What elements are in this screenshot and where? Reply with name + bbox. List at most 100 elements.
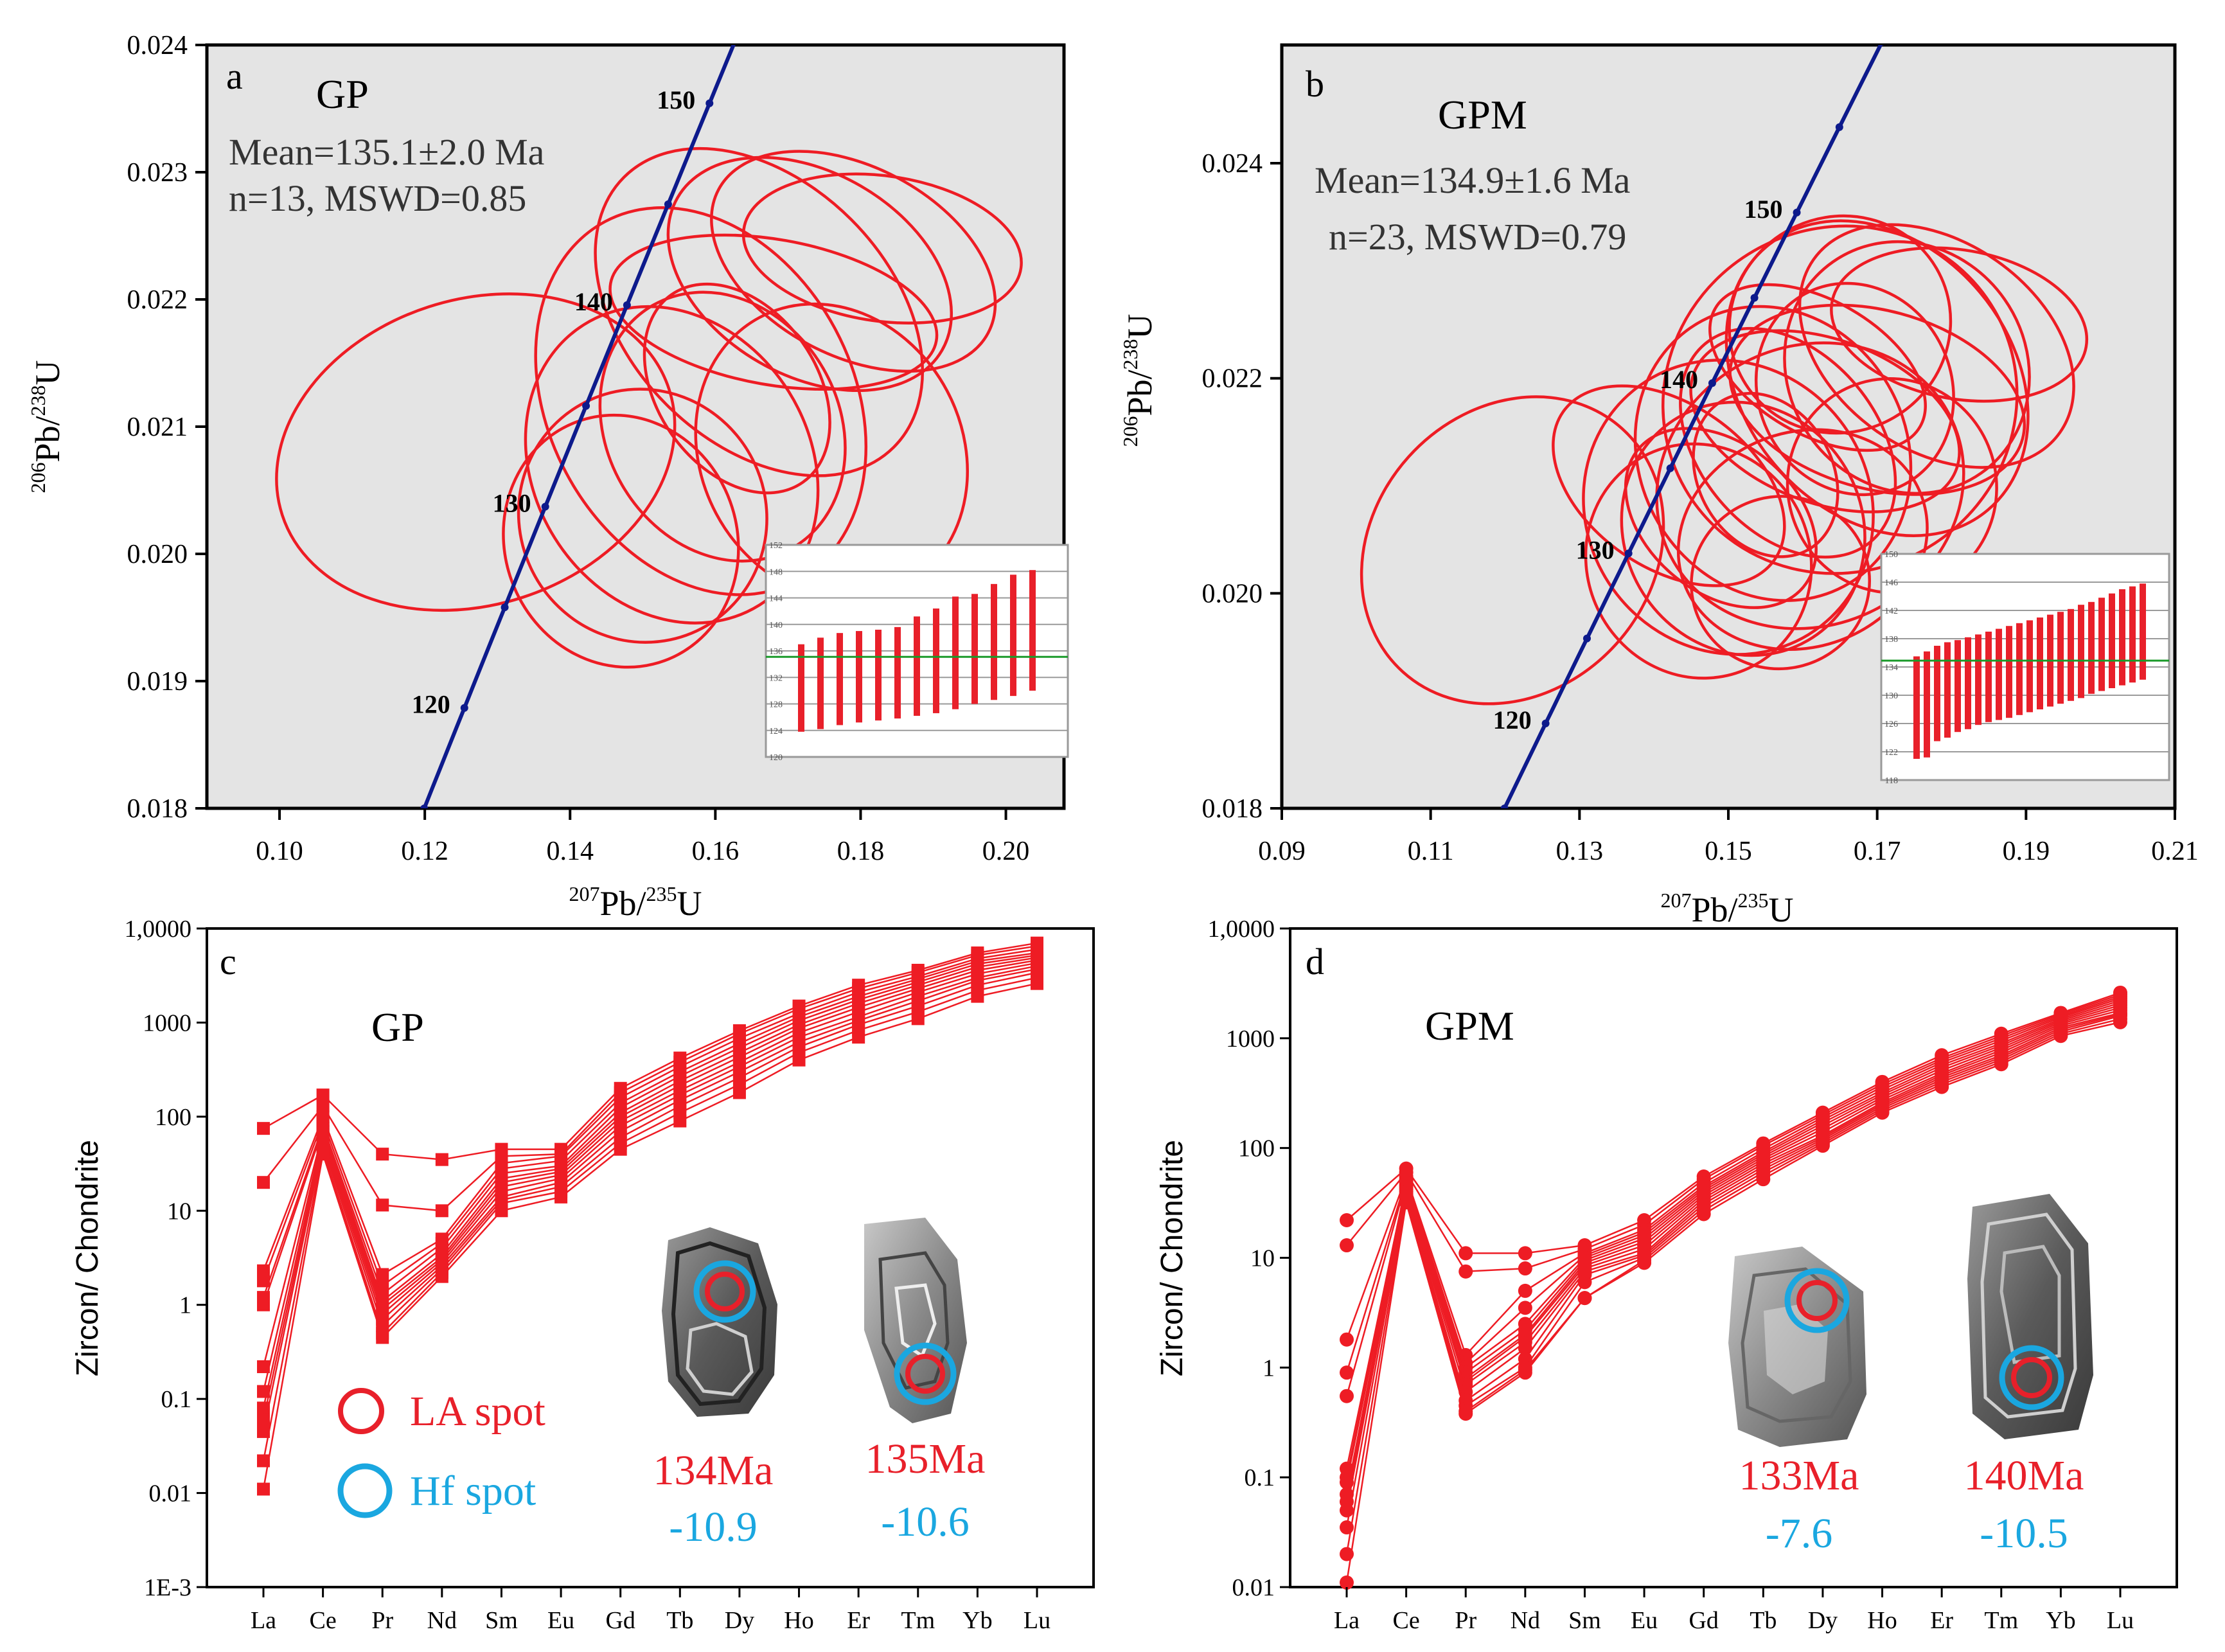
ree-data-point [852, 1031, 865, 1044]
concordia-age-label: 130 [493, 489, 531, 518]
ree-data-point [1518, 1301, 1532, 1315]
ree-pattern-line [262, 972, 1038, 1432]
inset-tick-label: 134 [1884, 663, 1898, 673]
inset-age-bar [1924, 651, 1930, 758]
inset-age-bar [2068, 608, 2074, 701]
ree-pattern-line [1346, 993, 2121, 1273]
ree-data-point [614, 1142, 627, 1156]
error-ellipse [741, 172, 1023, 325]
ree-element-label: Sm [1568, 1607, 1601, 1634]
ree-pattern-line [1345, 1015, 2121, 1528]
panel-c: La Ce Pr Nd Sm Eu Gd Tb Dy Ho Er Tm Yb Lu 1E-3 0.01 0.1 1… [71, 916, 1095, 1634]
panel-a-n-mswd: n=13, MSWD=0.85 [229, 177, 526, 219]
concordia-age-marker [1793, 208, 1801, 217]
ree-pattern-line [1345, 1012, 2121, 1502]
ree-element-label: Ce [310, 1607, 337, 1634]
ree-data-point [1458, 1264, 1473, 1279]
concordia-curve [422, 45, 736, 808]
panel-c-grain-2-ehf: -10.6 [881, 1498, 969, 1545]
concordia-age-marker [380, 905, 388, 912]
inset-age-bar [817, 637, 824, 729]
ree-data-point [316, 1099, 330, 1113]
inset-age-bar [2129, 586, 2136, 683]
y-tick-label: 0.024 [1202, 149, 1263, 179]
inset-age-bar [2140, 583, 2146, 680]
panel-a-ylabel: 206Pb/238U [26, 360, 67, 493]
ree-data-point [1399, 1195, 1414, 1210]
inset-age-bar [2088, 601, 2095, 694]
ree-data-point [1756, 1172, 1771, 1187]
x-tick-label: 0.11 [1408, 837, 1454, 866]
ree-element-label: La [1334, 1607, 1360, 1634]
la-spot-circle [905, 1354, 945, 1394]
y-tick-label: 10 [1250, 1245, 1275, 1272]
concordia-age-marker [1666, 464, 1674, 472]
error-ellipse [666, 155, 953, 393]
ree-data-point [495, 1204, 508, 1218]
inset-tick-label: 118 [1885, 776, 1898, 786]
inset-age-bar [1934, 646, 1940, 742]
concordia-age-marker [541, 502, 549, 511]
error-ellipse [1690, 495, 1871, 671]
concordia-age-label: 140 [574, 287, 613, 316]
la-spot-circle [1796, 1280, 1838, 1321]
ree-data-point [1340, 1365, 1354, 1380]
panel-b-mean: Mean=134.9±1.6 Ma [1315, 159, 1630, 201]
ree-data-point [792, 1053, 806, 1067]
panel-d: La Ce Pr Nd Sm Eu Gd Tb Dy Ho Er Tm Yb Lu 0.01 0.1 1 10 10… [1155, 916, 2178, 1634]
inset-tick-label: 140 [769, 621, 783, 630]
y-tick-label: 0.024 [127, 31, 188, 60]
ree-element-label: Tm [901, 1607, 935, 1634]
x-tick-label: 0.13 [1556, 837, 1604, 866]
panel-b-ylabel: 206Pb/238U [1119, 314, 1159, 447]
inset-age-bar [1029, 570, 1036, 691]
hf-spot-legend-label: Hf spot [410, 1468, 536, 1514]
inset-tick-label: 138 [1884, 635, 1898, 644]
ree-data-point [1577, 1291, 1592, 1306]
inset-age-bar [1944, 642, 1951, 738]
ree-element-label: Yb [962, 1607, 992, 1634]
error-ellipse [643, 282, 831, 495]
ree-data-point [435, 1153, 448, 1166]
inset-age-bar [856, 631, 862, 723]
inset-age-bar [1955, 640, 1961, 733]
inset-age-bar [2006, 626, 2012, 718]
ree-data-point [376, 1148, 389, 1161]
error-ellipse [1728, 303, 2026, 496]
inset-age-bar [1975, 634, 1981, 725]
inset-age-bar [837, 633, 843, 725]
ree-data-point [257, 1454, 270, 1468]
ree-data-point [1935, 1079, 1949, 1094]
y-tick-label: 0.1 [161, 1386, 192, 1413]
y-tick-label: 100 [155, 1104, 191, 1131]
inset-tick-label: 132 [769, 673, 783, 683]
ree-element-label: Yb [2046, 1607, 2075, 1634]
y-tick-label: 0.019 [127, 667, 188, 697]
x-tick-label: 0.21 [2151, 837, 2199, 866]
panel-c-sample: GP [371, 1004, 424, 1050]
concordia-age-label: 150 [1744, 195, 1783, 224]
la-spot-circle [705, 1272, 745, 1311]
inset-age-bar [2078, 605, 2084, 698]
concordia-curve [1502, 45, 1883, 808]
panel-d-grain-1-ehf: -7.6 [1766, 1510, 1832, 1557]
ree-pattern-line [262, 954, 1038, 1298]
panel-c-axes: La Ce Pr Nd Sm Eu Gd Tb Dy Ho Er Tm Yb Lu 1E-3 0.01 0.1 1… [125, 916, 1051, 1634]
ree-element-label: Dy [1808, 1607, 1838, 1634]
ree-data-point [732, 1086, 746, 1099]
panel-b-concordia: 120 130 140 150 [1493, 45, 1884, 808]
inset-tick-label: 124 [769, 727, 783, 736]
error-ellipse [608, 233, 939, 391]
ree-data-point [1340, 1238, 1354, 1253]
ree-data-point [257, 1176, 270, 1189]
inset-age-bar [2119, 589, 2125, 686]
ree-data-point [1577, 1275, 1592, 1290]
ree-pattern-line [263, 942, 1038, 1160]
panel-d-axes: La Ce Pr Nd Sm Eu Gd Tb Dy Ho Er Tm Yb Lu 0.01 0.1 1 10 10… [1208, 916, 2134, 1634]
panel-c-grain-1-age: 134Ma [653, 1447, 774, 1494]
inset-age-bar [1985, 632, 1992, 722]
ree-data-point [257, 1274, 270, 1288]
panel-b-n-mswd: n=23, MSWD=0.79 [1329, 216, 1626, 258]
hf-spot-legend-icon [337, 1463, 393, 1518]
inset-tick-label: 150 [1884, 550, 1898, 560]
